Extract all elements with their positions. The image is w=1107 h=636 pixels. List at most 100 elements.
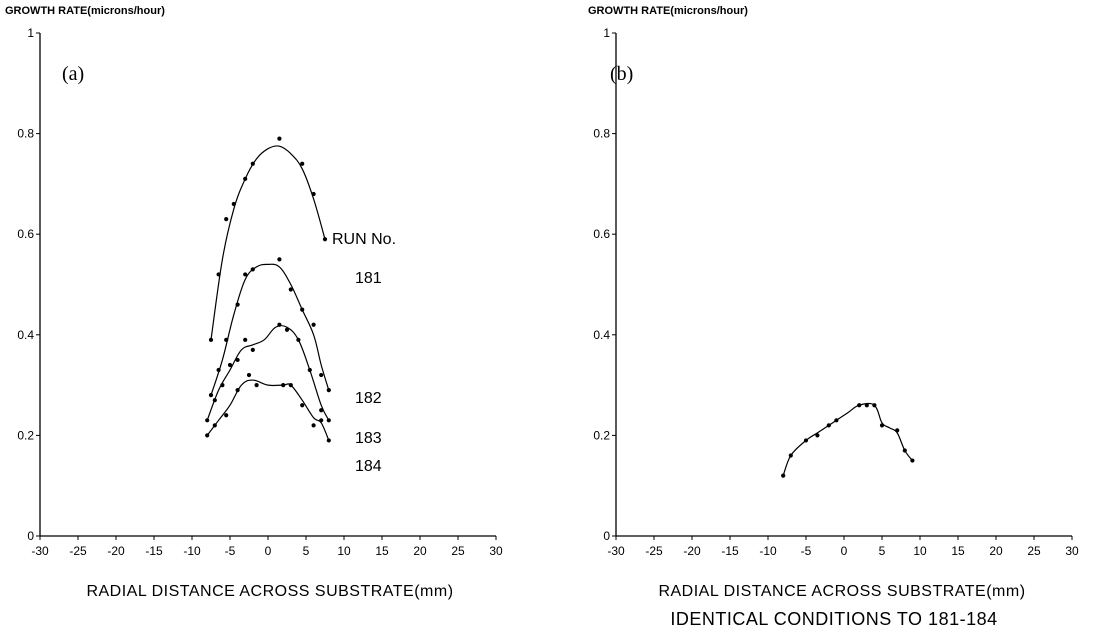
x-tick-label: -30 [31,544,49,558]
data-point [220,383,225,388]
data-point [834,418,839,423]
data-point [319,408,324,413]
data-point [857,403,862,408]
data-point [235,388,240,393]
x-tick-label: 20 [413,544,427,558]
y-tick-label: 0.8 [593,127,610,141]
data-point [277,322,282,327]
data-point [322,237,328,242]
y-tick-label: 0 [603,529,610,543]
data-point [326,438,331,443]
x-tick-label: -5 [801,544,812,558]
x-tick-label: 5 [303,544,310,558]
data-point [284,327,290,332]
data-point [224,217,229,222]
data-point [224,337,229,342]
data-point [296,337,301,342]
panel-label: (a) [62,63,84,85]
data-point [224,413,229,418]
panel-a: GROWTH RATE(microns/hour) (a) RUN No. 18… [5,5,503,600]
x-tick-label: -10 [183,544,201,558]
y-tick-label: 0.6 [593,227,610,241]
series-line-184 [206,379,330,441]
data-point [216,272,221,277]
x-tick-label: 25 [1027,544,1041,558]
data-point [300,403,305,408]
data-point [281,383,286,388]
data-point [895,428,900,433]
x-tick-label: -25 [69,544,87,558]
series-label-183: 183 [355,430,382,447]
y-tick-label: 1 [27,26,34,40]
x-tick-label: 30 [489,544,503,558]
y-axis-label: GROWTH RATE(microns/hour) [5,5,165,17]
data-point [235,357,240,363]
panel-label: (b) [610,63,633,85]
data-point [250,267,255,272]
x-tick-label: -15 [721,544,739,558]
y-tick-label: 0.8 [17,127,34,141]
series-label-184: 184 [355,458,382,475]
data-point [307,367,312,373]
x-tick-label: 0 [265,544,272,558]
y-tick-label: 0.2 [593,428,610,442]
x-tick-label: 5 [879,544,886,558]
series-line-183 [206,324,330,421]
data-point [300,307,305,312]
x-tick-label: -5 [225,544,236,558]
data-point [212,398,217,403]
data-point [243,176,248,181]
data-point [235,302,240,307]
data-point [277,257,282,262]
data-point [246,372,252,378]
x-tick-label: -10 [759,544,777,558]
x-tick-label: 10 [337,544,351,558]
data-point [243,272,248,277]
data-point [326,418,331,423]
x-tick-label: 20 [989,544,1003,558]
x-tick-label: 0 [841,544,848,558]
x-tick-label: 10 [913,544,927,558]
data-point [208,337,214,342]
data-point [205,433,210,438]
x-tick-label: 15 [375,544,389,558]
x-tick-label: 25 [451,544,465,558]
x-tick-label: -25 [645,544,663,558]
data-point [243,337,248,342]
series-label-181: 181 [355,270,382,287]
series-label-182: 182 [355,390,382,407]
data-point [250,347,255,352]
y-axis-label: GROWTH RATE(microns/hour) [588,5,748,17]
data-point [879,423,885,428]
series-line-182 [210,263,330,396]
data-point [815,433,820,438]
data-point [803,438,809,443]
data-point [910,458,915,463]
data-point [227,362,233,368]
y-tick-label: 0.4 [17,328,34,342]
series-line-series-0 [782,402,913,476]
y-tick-label: 0.6 [17,227,34,241]
data-point [902,448,907,453]
panel-b: GROWTH RATE(microns/hour) (b) RADIAL DIS… [588,5,1079,629]
data-point [319,418,324,423]
x-tick-label: -20 [683,544,701,558]
caption: IDENTICAL CONDITIONS TO 181-184 [670,609,997,629]
y-tick-label: 0 [27,529,34,543]
y-tick-label: 0.2 [17,428,34,442]
y-tick-label: 0.4 [593,328,610,342]
legend-title: RUN No. [332,231,396,248]
data-point [288,383,293,388]
data-point [864,403,869,408]
data-point [311,322,316,327]
data-point [300,161,305,166]
data-point [254,383,259,388]
data-point [250,161,255,166]
data-point [288,287,293,292]
x-tick-label: -20 [107,544,125,558]
x-tick-label: 30 [1065,544,1079,558]
data-point [826,423,831,428]
data-point [231,201,236,207]
data-point [216,367,221,373]
